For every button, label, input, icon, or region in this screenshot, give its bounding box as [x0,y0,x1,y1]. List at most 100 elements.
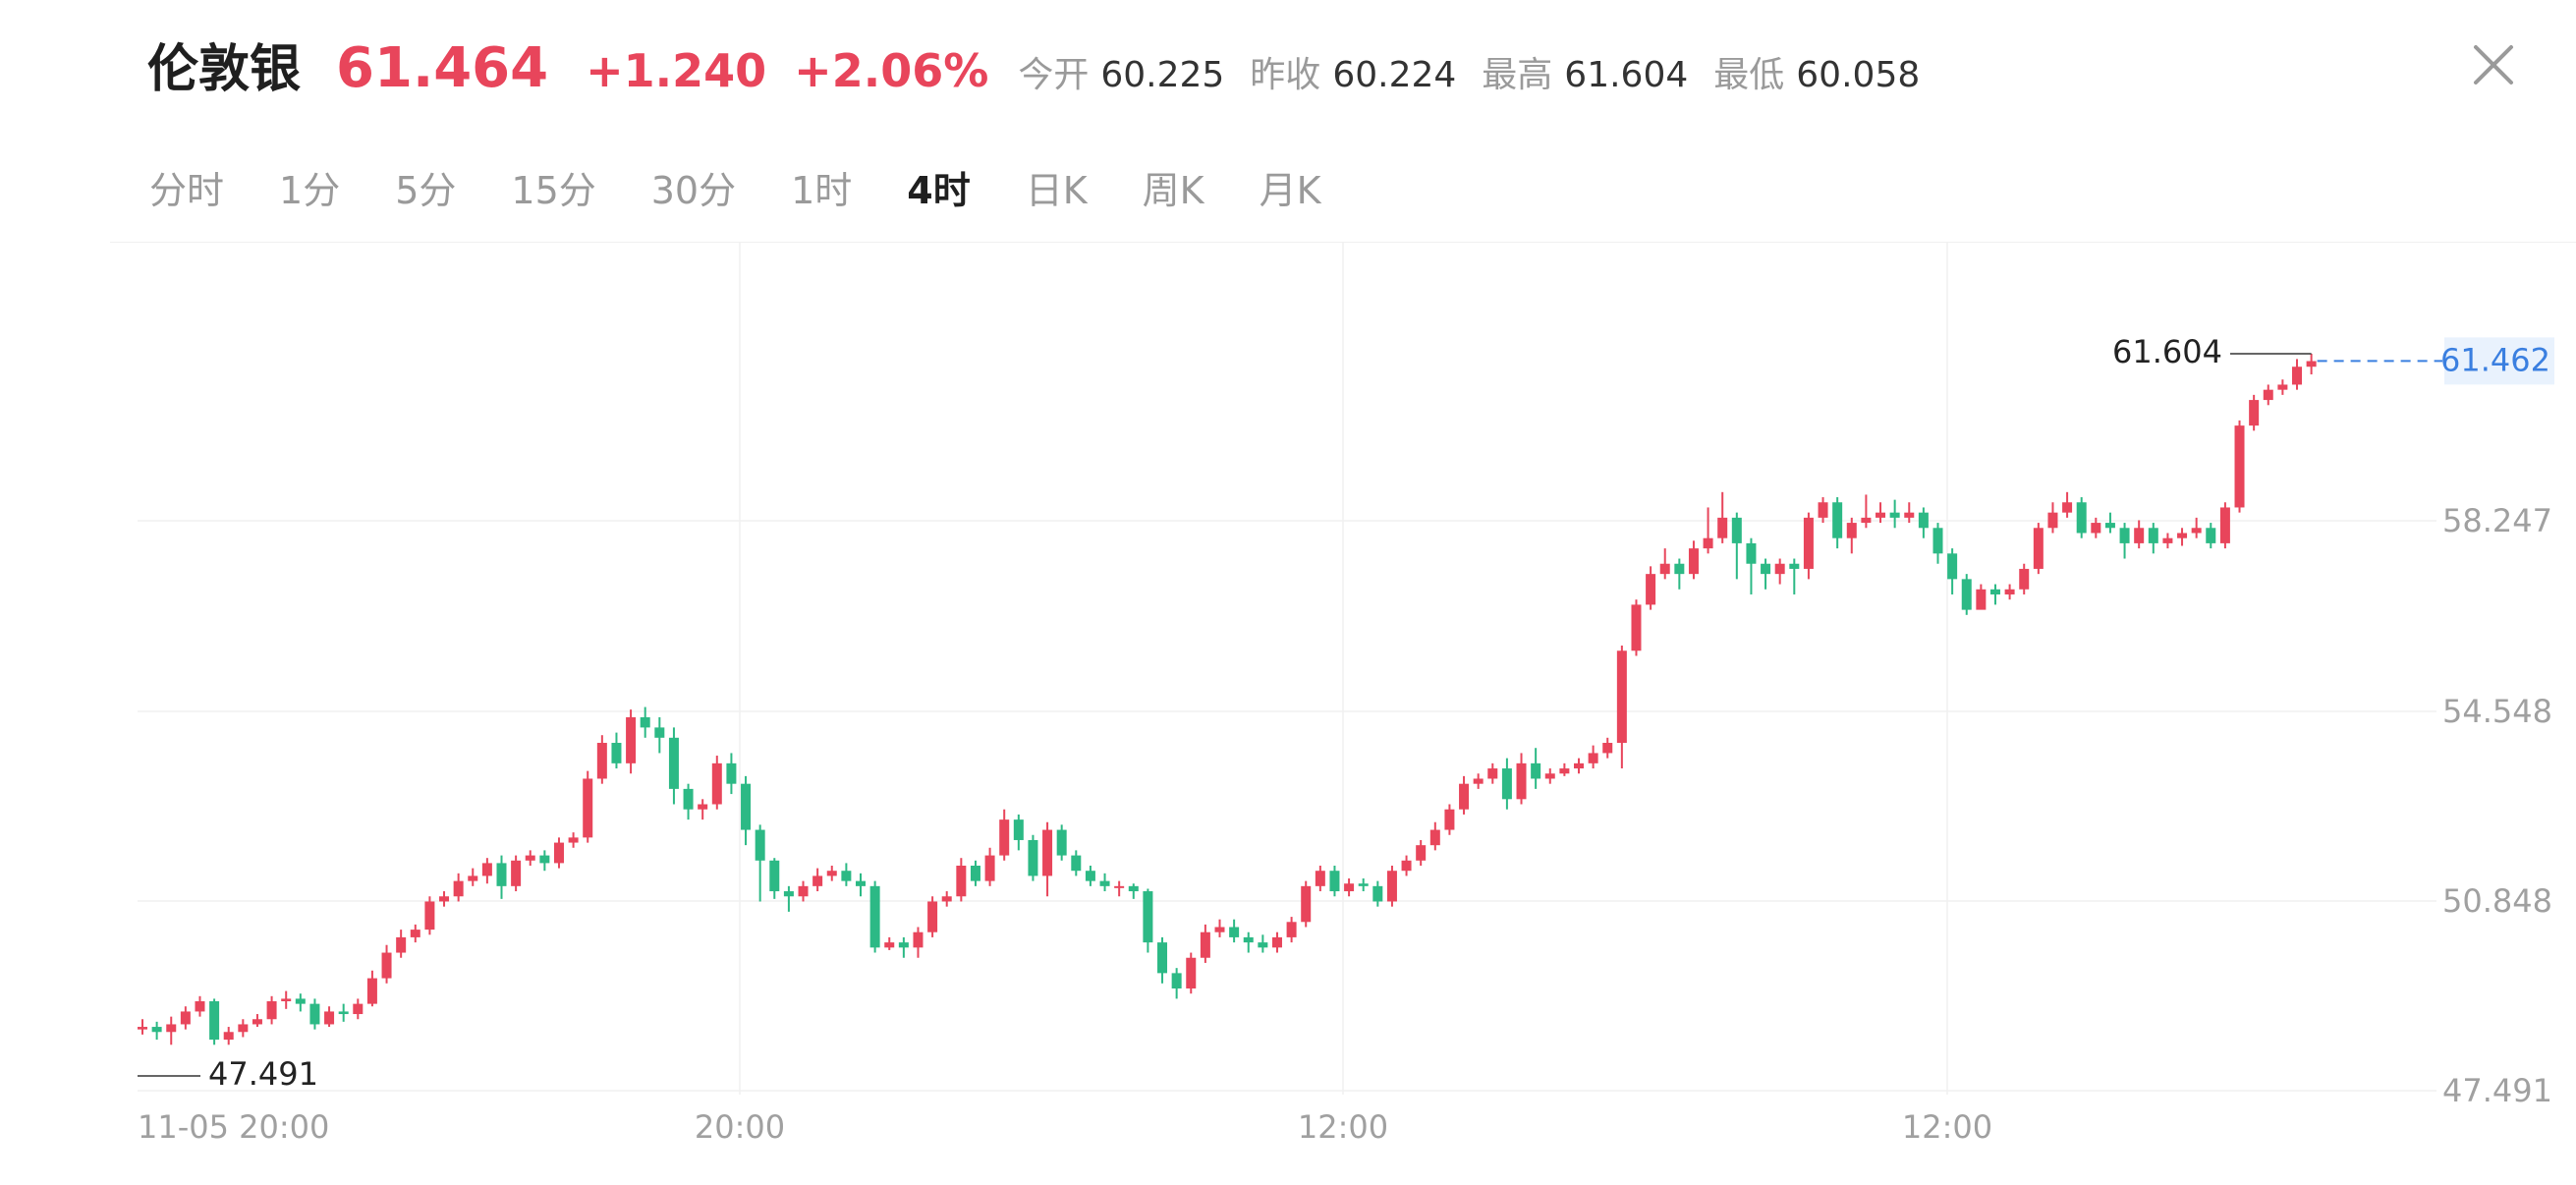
candle-body [1674,563,1685,575]
y-tick-label: 58.247 [2442,502,2552,539]
candle-body [1386,871,1397,902]
candle-body [568,837,579,843]
candle-body [1803,517,1814,569]
candle-body [1989,589,2000,594]
candle-body [1516,762,1527,800]
candle-body [238,1024,249,1033]
candle-body [2162,537,2173,543]
candle-body [1846,523,1857,538]
candle-body [539,855,550,864]
candle-body [1659,563,1670,575]
candle-body [956,866,967,897]
last-price: 61.464 [336,36,549,100]
candle-body [812,875,823,886]
candle-body [698,804,708,810]
candle-body [1114,885,1125,888]
candle-body [1731,517,1742,543]
period-tabs: 分时 1分 5分 15分 30分 1时 4时 日K 周K 月K [149,157,1376,216]
candle-body [583,778,593,838]
stat-prev-close-value: 60.224 [1332,55,1457,95]
candle-body [138,1027,147,1030]
candle-body [1904,512,1915,518]
candle-body [826,871,837,876]
candle-body [366,978,377,1004]
candle-body [1071,855,1082,872]
candle-body [640,716,650,728]
close-button[interactable] [2464,35,2523,94]
y-tick-label: 54.548 [2442,693,2552,730]
last-price-badge [2444,337,2554,385]
tab-timeshare[interactable]: 分时 [149,168,225,212]
tab-15min[interactable]: 15分 [511,168,596,212]
chart-grid [138,242,2436,1095]
stat-high-label: 最高 [1482,55,1553,95]
candle-body [841,871,852,881]
candle-body [2191,528,2202,534]
candle-body [1889,512,1900,518]
candlestick-chart[interactable]: 58.247 54.548 50.848 47.491 11-05 20:00 … [0,242,2576,1185]
candle-body [1746,542,1757,564]
candle-body [2177,533,2188,538]
candle-body [553,842,564,864]
tab-1hour[interactable]: 1时 [791,168,853,212]
candle-body [999,819,1010,856]
y-tick-label: 47.491 [2442,1072,2552,1109]
tab-4hour[interactable]: 4时 [907,168,971,212]
candle-body [324,1011,335,1025]
candle-body [1473,778,1484,784]
candle-body [281,998,292,1002]
candle-body [726,762,737,784]
candle-body [1703,537,1713,549]
stat-open: 今开 60.225 [1018,46,1224,97]
candle-body [1358,883,1369,886]
candle-body [1157,942,1168,974]
candle-body [1501,768,1512,800]
candle-body [626,716,637,763]
tab-weekly[interactable]: 周K [1142,168,1204,212]
candle-body [481,863,492,876]
stat-low-value: 60.058 [1796,55,1921,95]
tab-30min[interactable]: 30分 [650,168,737,212]
candle-body [970,866,980,881]
tab-daily[interactable]: 日K [1025,168,1088,212]
candle-body [309,1003,320,1025]
candle-body [1774,563,1785,575]
candle-body [1214,927,1225,932]
candle-body [1789,563,1800,569]
tab-1min[interactable]: 1分 [279,168,341,212]
candle-body [1544,773,1555,779]
close-icon [2474,45,2513,85]
candle-body [1761,563,1771,575]
candle-body [2148,528,2158,543]
candle-body [755,829,765,861]
candle-body [1143,891,1153,943]
candle-body [1961,579,1972,610]
candle-body [783,891,794,897]
candle-body [1717,517,1728,538]
candle-body [1918,512,1929,529]
candle-body [2062,502,2073,513]
candle-body [1013,819,1024,840]
candle-body [1200,931,1210,958]
candle-body [381,952,392,979]
candle-body [1487,768,1498,779]
candle-body [856,880,866,886]
stat-high-value: 61.604 [1564,55,1689,95]
candle-body [898,942,909,948]
candle-body [1128,885,1139,892]
price-markers [138,353,2442,1077]
candle-body [769,860,780,892]
candle-body [1429,829,1440,846]
candle-body [353,1003,364,1015]
candle-body [1947,553,1958,580]
candle-body [1688,548,1699,575]
candle-body [1444,809,1455,830]
tab-5min[interactable]: 5分 [395,168,457,212]
tab-monthly[interactable]: 月K [1259,168,1321,212]
candle-body [2033,528,2044,569]
candle-body [1315,871,1325,886]
chart-axes: 58.247 54.548 50.848 47.491 11-05 20:00 … [138,333,2554,1146]
candle-body [1876,512,1886,518]
candles [138,354,2317,1045]
candle-body [2277,384,2288,390]
